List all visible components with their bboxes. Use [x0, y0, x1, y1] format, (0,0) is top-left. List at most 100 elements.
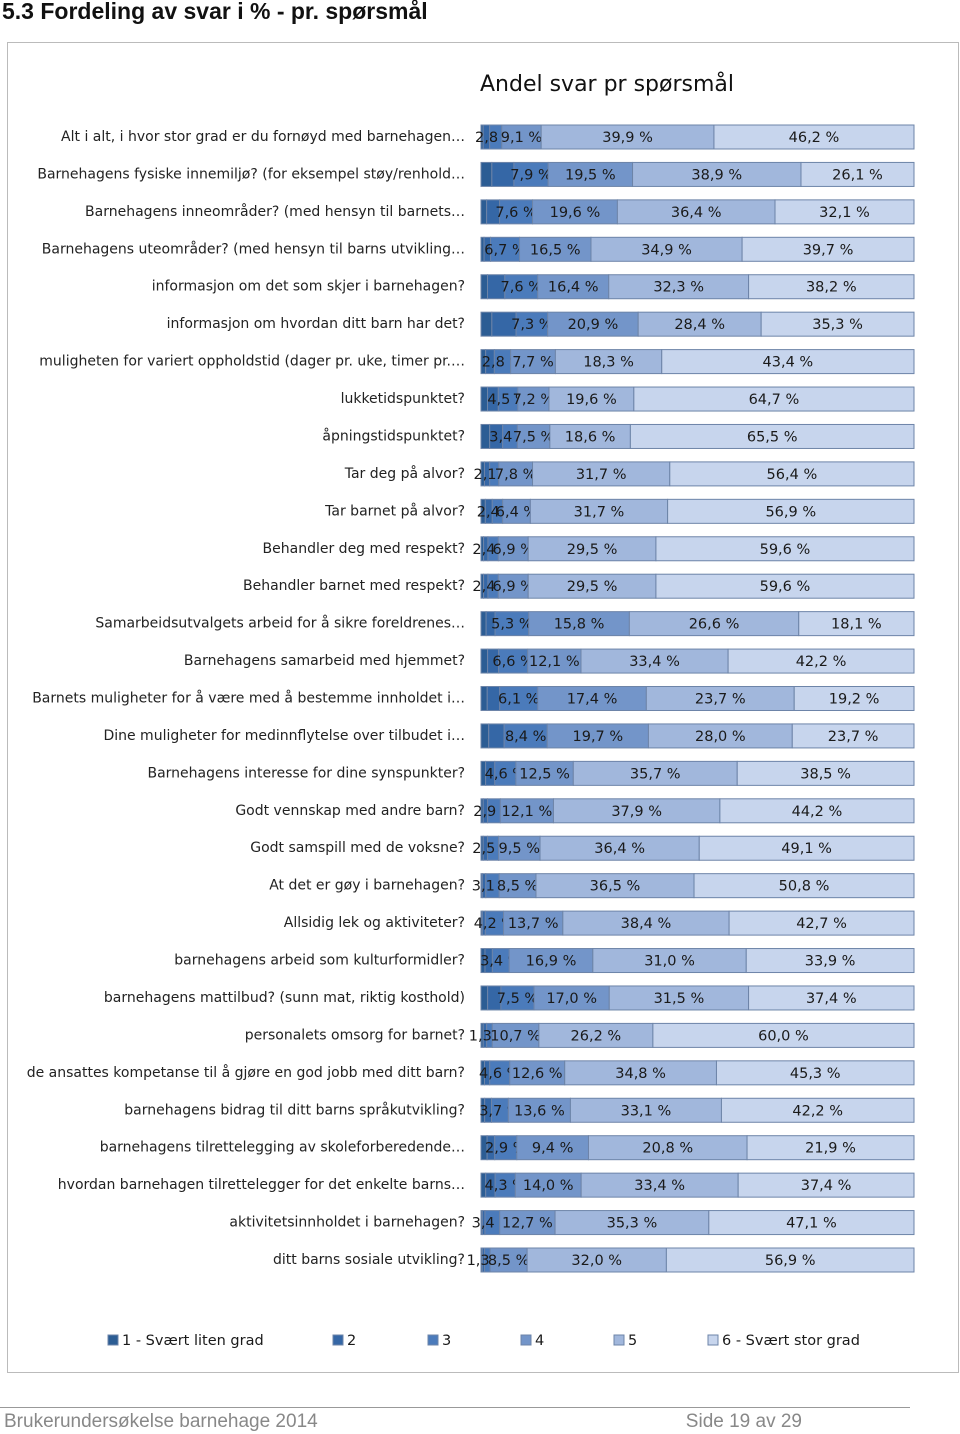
bar-segment [564, 1060, 717, 1086]
category-label: ditt barns sosiale utvikling? [273, 1252, 465, 1268]
bar-segment [713, 124, 915, 150]
data-label: 37,4 % [801, 1178, 852, 1194]
data-label: 16,4 % [548, 280, 599, 296]
category-label: Tar deg på alvor? [344, 465, 465, 482]
footer-right: Side 19 av 29 [686, 1411, 802, 1432]
data-label: 9,4 % [532, 1141, 573, 1157]
data-label: 19,5 % [565, 167, 616, 183]
data-label: 7,7 % [512, 355, 553, 371]
data-label: 7,9 % [510, 167, 551, 183]
data-label: 13,6 % [514, 1103, 565, 1119]
data-label: 36,5 % [590, 879, 641, 895]
data-label: 7,5 % [497, 991, 538, 1007]
data-label: 12,6 % [512, 1066, 563, 1082]
bar-segment [548, 386, 635, 412]
data-label: 28,0 % [695, 729, 746, 745]
bar-segment [629, 423, 915, 449]
bar-segment [547, 161, 634, 187]
category-label: Barnets muligheter for å være med å best… [32, 690, 465, 707]
data-label: 31,0 % [644, 954, 695, 970]
footer-left: Brukerundersøkelse barnehage 2014 [4, 1411, 318, 1432]
data-label: 26,6 % [689, 617, 740, 633]
data-label: 32,1 % [819, 205, 870, 221]
bar-segment [774, 199, 915, 225]
bar-segment [491, 311, 517, 337]
data-label: 6,6 % [492, 654, 533, 670]
data-label: 33,4 % [634, 1178, 685, 1194]
bar-segment [491, 1022, 540, 1048]
data-label: 35,3 % [812, 317, 863, 333]
category-label: Dine muligheter for medinnflytelse over … [103, 728, 465, 744]
data-label: 18,6 % [565, 429, 616, 445]
data-label: 20,8 % [642, 1141, 693, 1157]
legend-label: 5 [628, 1333, 637, 1349]
data-label: 60,0 % [758, 1028, 809, 1044]
bar-segment [736, 760, 915, 786]
bar-segment [549, 423, 631, 449]
data-label: 21,9 % [805, 1141, 856, 1157]
bar-segment [665, 1247, 915, 1273]
data-label: 5,3 % [491, 617, 532, 633]
category-label: Tar barnet på alvor? [324, 502, 465, 519]
data-label: 18,3 % [583, 355, 634, 371]
plot: Alt i alt, i hvor stor grad er du fornøy… [27, 124, 915, 1349]
data-label: 38,2 % [806, 280, 857, 296]
data-label: 18,1 % [831, 617, 882, 633]
data-label: 23,7 % [695, 692, 746, 708]
bar-segment [480, 311, 493, 337]
data-label: 26,2 % [571, 1028, 622, 1044]
bar-segment [748, 985, 915, 1011]
data-label: 50,8 % [779, 879, 830, 895]
data-label: 17,0 % [546, 991, 597, 1007]
bar-segment [791, 723, 915, 749]
bar-segment [728, 910, 915, 936]
bar-segment [502, 498, 531, 524]
category-label: lukketidspunktet? [341, 391, 465, 407]
data-label: 36,4 % [594, 841, 645, 857]
data-label: 31,7 % [576, 467, 627, 483]
data-label: 6,9 % [493, 542, 534, 558]
data-label: 39,7 % [803, 242, 854, 258]
data-label: 47,1 % [786, 1216, 837, 1232]
legend-label: 1 - Svært liten grad [122, 1333, 264, 1349]
bar-segment [661, 349, 915, 375]
category-label: åpningstidspunktet? [322, 427, 465, 444]
bar-segment [480, 686, 488, 711]
bar-segment [516, 423, 551, 449]
category-label: aktivitetsinnholdet i barnehagen? [229, 1215, 465, 1231]
legend-label: 6 - Svært stor grad [722, 1333, 860, 1349]
bar-segment [798, 611, 915, 637]
bar-segment [503, 910, 564, 936]
data-label: 42,2 % [792, 1103, 843, 1119]
data-label: 7,6 % [501, 280, 542, 296]
bar-segment [562, 910, 730, 936]
legend-label: 2 [347, 1333, 356, 1349]
data-label: 39,9 % [602, 130, 653, 146]
data-label: 65,5 % [747, 429, 798, 445]
bar-segment [669, 461, 915, 487]
bar-segment [539, 835, 700, 861]
bar-segment [741, 236, 915, 262]
bar-segment [552, 798, 721, 824]
data-label: 7,5 % [513, 429, 554, 445]
data-label: 19,6 % [566, 392, 617, 408]
bar-segment [533, 985, 610, 1011]
bar-segment [509, 1060, 566, 1086]
data-label: 64,7 % [749, 392, 800, 408]
bar-segment [719, 798, 915, 824]
data-label: 37,9 % [611, 804, 662, 820]
category-label: Barnehagens fysiske innemiljø? (for ekse… [37, 166, 465, 182]
bar-segment [715, 1060, 915, 1086]
bar-segment [746, 1135, 915, 1161]
bar-segment [527, 536, 657, 562]
bar-segment [480, 161, 493, 187]
category-label: Godt samspill med de voksne? [250, 840, 465, 856]
bar-segment [655, 573, 915, 599]
bar-segment [537, 686, 647, 711]
bar-segment [480, 199, 488, 225]
bar-segment [480, 611, 487, 637]
data-label: 32,3 % [653, 280, 704, 296]
bar-segment [532, 461, 671, 487]
category-label: barnehagens arbeid som kulturformidler? [174, 953, 465, 969]
